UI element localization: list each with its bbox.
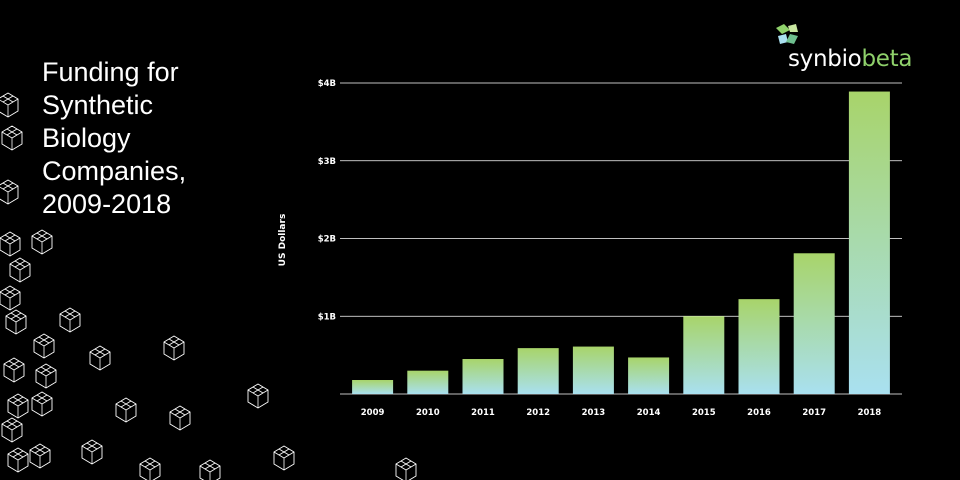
y-tick-label: $4B	[318, 79, 336, 89]
cube-outline-icon	[0, 231, 21, 257]
cube-outline-icon	[59, 307, 81, 333]
x-tick-label: 2012	[526, 408, 550, 418]
title-line-3: Biology	[42, 123, 131, 153]
cube-outline-icon	[31, 229, 53, 255]
cube-outline-icon	[29, 443, 51, 469]
cube-outline-icon	[9, 257, 31, 283]
cube-outline-icon	[115, 397, 137, 423]
bar-2012	[517, 348, 559, 394]
x-tick-label: 2018	[858, 408, 882, 418]
cube-outline-icon	[31, 391, 53, 417]
logo-text-beta: beta	[861, 46, 913, 72]
title-line-2: Synthetic	[42, 90, 154, 120]
bar-2017	[793, 253, 835, 394]
logo-text-bio: bio	[827, 46, 862, 72]
cube-outline-icon	[7, 393, 29, 419]
x-tick-label: 2009	[361, 408, 385, 418]
cube-outline-icon	[3, 357, 25, 383]
synbiobeta-wordmark: synbiobeta	[788, 46, 912, 72]
cube-outline-icon	[0, 92, 19, 118]
x-tick-label: 2010	[416, 408, 440, 418]
cube-outline-icon	[1, 125, 23, 151]
y-axis-label: US Dollars	[278, 214, 288, 267]
x-tick-label: 2013	[582, 408, 606, 418]
x-tick-label: 2014	[637, 408, 661, 418]
bar-2013	[572, 346, 614, 394]
x-tick-label: 2011	[471, 408, 495, 418]
bar-2009	[352, 380, 394, 394]
bar-2014	[628, 357, 670, 394]
cube-outline-icon	[89, 345, 111, 371]
x-tick-label: 2017	[802, 408, 826, 418]
cube-outline-icon	[1, 417, 23, 443]
page-title: Funding for Synthetic Biology Companies,…	[42, 56, 242, 221]
cube-outline-icon	[163, 335, 185, 361]
cube-outline-icon	[7, 447, 29, 473]
cube-outline-icon	[139, 457, 161, 480]
bar-2015	[683, 316, 725, 394]
cube-outline-icon	[273, 445, 295, 471]
synbiobeta-logo-icon	[776, 24, 798, 44]
cube-outline-icon	[5, 309, 27, 335]
cube-outline-icon	[169, 405, 191, 431]
x-tick-label: 2015	[692, 408, 716, 418]
cube-outline-icon	[33, 333, 55, 359]
y-tick-label: $2B	[318, 235, 336, 245]
title-line-4: Companies,	[42, 156, 187, 186]
bar-2016	[738, 299, 780, 394]
cube-outline-icon	[81, 439, 103, 465]
cube-outline-icon	[35, 363, 57, 389]
x-tick-label: 2016	[747, 408, 771, 418]
cube-outline-icon	[0, 285, 21, 311]
synbiobeta-logo: synbiobeta	[772, 20, 922, 72]
title-line-1: Funding for	[42, 57, 179, 87]
bar-2010	[407, 370, 449, 394]
cube-outline-icon	[0, 179, 19, 205]
cube-outline-icon	[395, 457, 417, 480]
cube-outline-icon	[199, 459, 221, 480]
y-tick-label: $1B	[318, 312, 336, 322]
logo-text-syn: syn	[788, 46, 828, 72]
cube-outline-icon	[247, 383, 269, 409]
y-tick-label: $3B	[318, 157, 336, 167]
title-line-5: 2009-2018	[42, 189, 172, 219]
bar-2011	[462, 359, 504, 394]
bar-2018	[848, 91, 890, 395]
